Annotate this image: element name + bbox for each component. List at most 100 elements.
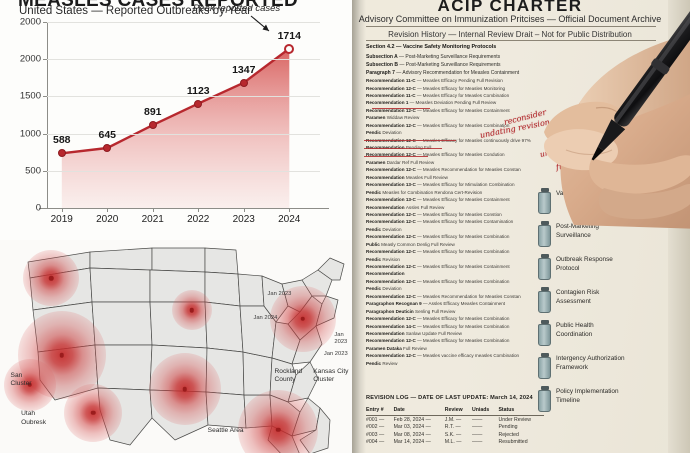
document-line-text: — Measles Recommendation for Measles Con… xyxy=(417,167,521,173)
document-line-text: — Advisory Recommendation for Measles Co… xyxy=(396,70,520,76)
outbreak-city-dot[interactable] xyxy=(275,427,281,432)
document-line: Recommendation 12-C — Measles vaccine ef… xyxy=(366,352,566,359)
table-row[interactable]: #004 — Mar 14, 2024 — M.L. — —— Resubmitted xyxy=(366,438,544,445)
revision-log-cell: —— xyxy=(471,431,483,438)
document-line-text: — Measles vaccine efficacy measles Combi… xyxy=(417,353,520,359)
document-line-text: — Measles Recommendation for Measles Con… xyxy=(417,293,521,299)
vial-body xyxy=(538,191,551,214)
vial-icon xyxy=(538,353,551,379)
document-line: Subsection A — Post-Marketing Surveillan… xyxy=(366,53,566,61)
vial-body xyxy=(538,323,551,346)
document-line-label: Recommendation xyxy=(366,204,406,210)
document-line: Paramen Dardar Ref Full Review xyxy=(366,159,566,166)
x-axis-tick-label: 2021 xyxy=(141,214,164,225)
document-line: Recommendation 12-C — Measles Efficacy f… xyxy=(366,85,566,92)
document-line-label: Recommendation 12-C xyxy=(366,167,418,173)
table-row[interactable]: #003 — Mar 08, 2024 — S.K. — —— Rejected xyxy=(366,430,544,438)
revision-log-title: REVISION LOG — DATE OF LAST UPDATE: Marc… xyxy=(366,395,533,401)
document-line-text: — Measles Efficacy Pending Full Revision xyxy=(416,78,503,84)
document-line-label: Paramen xyxy=(366,159,387,165)
document-line: Recommendation 12-C — Measles Recommenda… xyxy=(366,293,566,300)
revision-log-column-header: Uniads xyxy=(471,407,499,416)
revision-log-cell: M.L. — xyxy=(444,439,462,446)
document-line: Recommendation 13-C — Measles Efficacy f… xyxy=(366,196,566,203)
document-body: Section 4.2 — Vaccine Safety Monitoring … xyxy=(366,42,566,367)
vial-icon xyxy=(538,254,551,280)
vial-icon xyxy=(538,386,551,412)
revision-log-cell: #003 — xyxy=(366,431,385,438)
chart-data-point[interactable] xyxy=(148,121,157,130)
chart-plot-area: 0 500 1000 1500 2000 2000 2019 2020 2021 2022 202… xyxy=(20,3,329,225)
document-line-label: Pendic xyxy=(366,130,383,136)
y-axis-tick-mark xyxy=(43,96,47,98)
outbreak-city-dot[interactable] xyxy=(182,386,188,392)
map-cluster-label: Kansas City Cluster xyxy=(313,367,349,384)
revision-log-cell: Resubmitted xyxy=(498,439,528,446)
revision-log-header-row: Entry # Date Review Uniads Status xyxy=(366,407,544,416)
chart-subtitle: United States — Reported Outbreaks by Ye… xyxy=(19,5,252,17)
document-line: Recommendation Sanlaw Update Full Review xyxy=(366,330,566,337)
x-axis-tick-label: 2024 xyxy=(278,214,301,225)
table-row[interactable]: #002 — Mar 03, 2024 — R.T. — —— Pending xyxy=(366,423,544,430)
document-line: Recommendation 12-C — Measles Efficacy f… xyxy=(366,278,566,285)
vial-cap xyxy=(540,320,549,324)
outbreak-city-dot[interactable] xyxy=(91,410,96,415)
vial-label: Contagien Risk Assessment xyxy=(556,289,600,305)
revision-log-cell: —— xyxy=(471,416,483,423)
vial-cap xyxy=(540,287,549,291)
revision-log-cell: J.M. — xyxy=(444,416,462,423)
document-line: Recommendation 11-C — Measles Efficacy P… xyxy=(366,77,566,84)
x-axis-tick-mark xyxy=(289,208,291,212)
chart-data-point[interactable] xyxy=(239,78,248,87)
map-cluster-label: Rockland County xyxy=(274,367,303,384)
outbreak-city-dot[interactable] xyxy=(300,316,305,322)
outbreak-city-dot[interactable] xyxy=(59,352,64,358)
y-axis-tick-mark xyxy=(43,22,47,23)
document-line-text: — Measles Efficacy for Measles Combinati… xyxy=(416,92,510,98)
document-line-label: Recommendation 12-C xyxy=(366,278,418,284)
document-line: Recommendation 12-C — Measles Efficacy f… xyxy=(366,122,566,129)
revision-log-cell: Pending xyxy=(498,424,518,431)
document-line-text: Dardar Ref Full Review xyxy=(386,159,435,165)
chart-data-point[interactable] xyxy=(284,43,295,54)
revision-log-body: #001 — Feb 28, 2024 — J.M. — —— Under Review… xyxy=(366,415,544,445)
document-line-label: Recommendation 13-C xyxy=(366,182,418,188)
document-line-text: Pending Full xyxy=(406,145,432,150)
document-line-label: Recommendation xyxy=(366,271,405,277)
vial-cap xyxy=(540,386,549,390)
document-line: Recommendation 14-C — Measles Efficacy f… xyxy=(366,323,566,330)
x-axis-tick-label: 2022 xyxy=(187,214,210,225)
document-line: Public Measly Common Denlig Full Review xyxy=(366,241,566,248)
map-cluster-label: Jan 2024 xyxy=(253,314,278,321)
map-cluster-label: San Cluster xyxy=(10,372,32,388)
chart-data-point[interactable] xyxy=(57,149,66,158)
vial-cap xyxy=(540,188,549,192)
chart-x-axis xyxy=(39,208,329,209)
document-line-label: Recommendation 12-C xyxy=(366,293,418,299)
document-line-list: Subsection A — Post-Marketing Surveillan… xyxy=(366,53,566,367)
chart-title: MEASLES CASES REPORTED xyxy=(18,0,299,11)
document-line-text: — Measles Efficacy for Measles Containme… xyxy=(417,264,510,270)
header-rule-bottom xyxy=(366,40,656,41)
peak-arrow-icon xyxy=(250,15,270,32)
document-line: Paramen Dataka Full Review xyxy=(366,345,566,352)
document-line: Pendic Deviation xyxy=(366,226,566,233)
table-row[interactable]: #001 — Feb 28, 2024 — J.M. — —— Under Review xyxy=(366,415,544,423)
document-line-text: — Measles Efficacy for Measles Combinati… xyxy=(417,316,510,322)
document-line-text: — Measles Efficacy for Measles Containme… xyxy=(417,107,510,113)
chart-data-label: 645 xyxy=(98,129,117,141)
chart-data-point[interactable] xyxy=(194,99,203,108)
document-line-text: Senling Full Review xyxy=(415,308,456,314)
redline-strike xyxy=(364,148,442,149)
document-line-text: — Measles Efficacy for Measles Containme… xyxy=(417,197,510,203)
revision-log-cell: #004 — xyxy=(366,439,385,446)
left-panel: MEASLES CASES REPORTED United States — R… xyxy=(0,0,352,453)
document-line-label: Paragraphon Deuticin xyxy=(366,308,416,314)
outbreak-city-dot[interactable] xyxy=(48,276,54,281)
document-line-text: — Measles Efficacy for Measles Combinati… xyxy=(417,278,510,284)
outbreak-city-dot[interactable] xyxy=(189,308,195,313)
document-line: Recommendation 12-C — Measles Recommenda… xyxy=(366,166,566,173)
document-line-text: — Measles Efficacy for Measles Constion xyxy=(417,211,502,217)
chart-data-point[interactable] xyxy=(103,144,112,152)
vial-label: Post-Marketing Surveillance xyxy=(556,223,599,239)
